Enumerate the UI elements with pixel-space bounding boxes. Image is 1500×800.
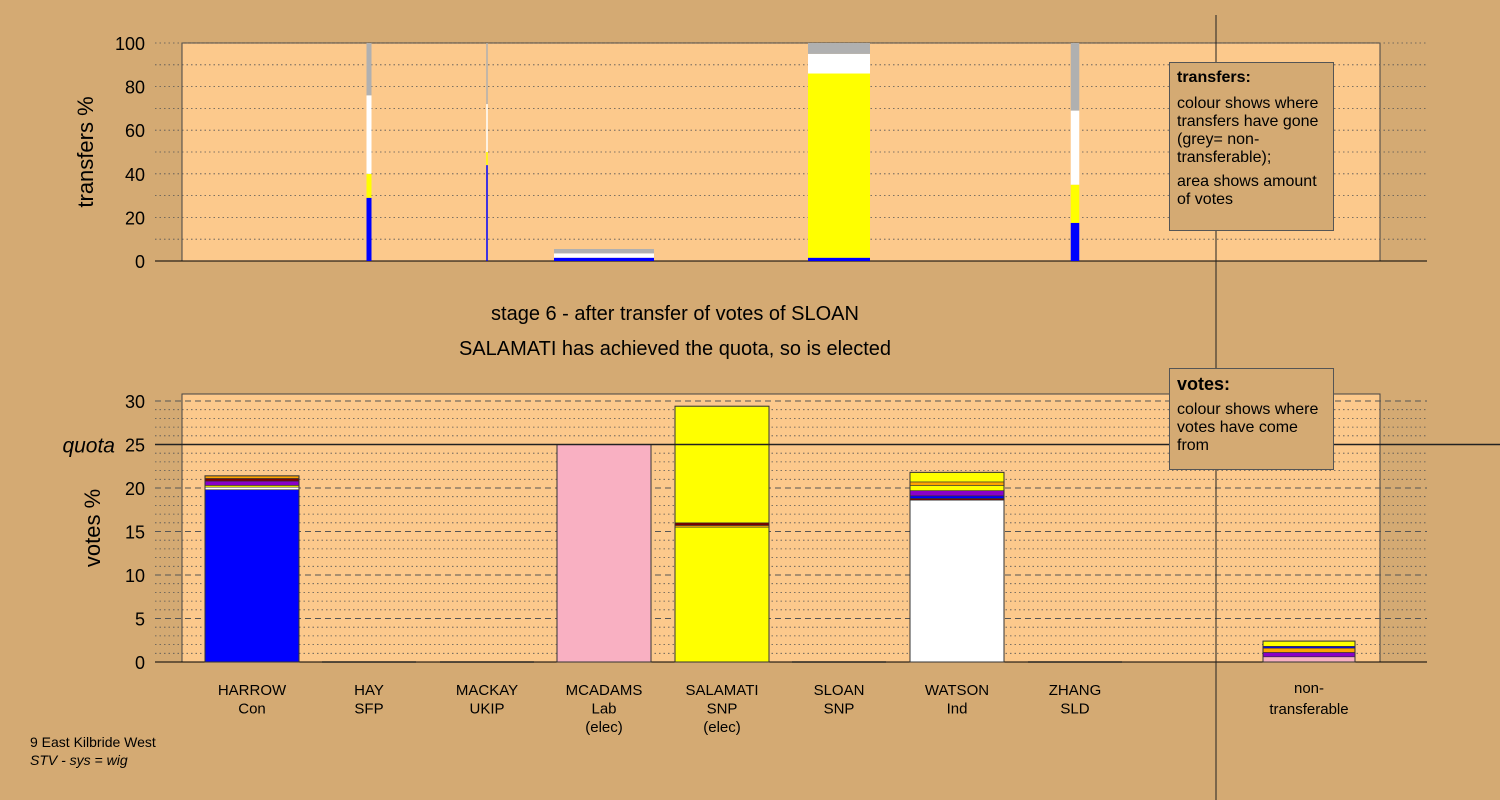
votes-legend: votes: colour shows where votes have com… — [1169, 368, 1334, 470]
votes-bar-segment — [909, 499, 1005, 663]
transfers-y-tick: 40 — [125, 165, 145, 185]
votes-bar-segment — [1262, 647, 1356, 653]
transfers-bar-segment — [486, 43, 488, 105]
votes-bar-segment — [909, 490, 1005, 497]
transfers-bar-segment — [366, 43, 372, 96]
votes-bar-segment — [1262, 640, 1356, 647]
candidate-label: SNP — [707, 701, 738, 718]
candidate-label: Lab — [591, 701, 616, 718]
candidate-label: ZHANG — [1049, 682, 1102, 699]
votes-bar-segment — [674, 405, 770, 524]
candidate-label: (elec) — [703, 719, 741, 736]
transfers-legend-text1: colour shows where transfers have gone (… — [1177, 95, 1319, 166]
votes-y-tick: 5 — [135, 610, 145, 630]
votes-bar-outline — [674, 405, 770, 663]
candidate-label: MCADAMS — [566, 682, 643, 699]
votes-bar-segment — [204, 489, 300, 663]
votes-bar-segment — [909, 481, 1005, 486]
transfers-bar-segment — [366, 95, 372, 174]
transfers-y-tick: 80 — [125, 78, 145, 98]
transfers-bar-segment — [808, 53, 870, 74]
votes-bar-segment — [204, 478, 300, 482]
votes-bar-outline — [909, 471, 1005, 663]
votes-y-label: votes % — [80, 489, 105, 567]
candidate-label: (elec) — [585, 719, 623, 736]
votes-bar-outline — [204, 475, 300, 663]
transfers-bar-segment — [486, 152, 488, 166]
candidate-label: HARROW — [218, 682, 287, 699]
candidate-label: SLOAN — [814, 682, 865, 699]
quota-label: quota — [62, 435, 115, 458]
candidate-label: SLD — [1060, 701, 1089, 718]
votes-y-tick: 0 — [135, 653, 145, 673]
transfers-bar-segment — [554, 253, 654, 258]
transfers-bar-segment — [1070, 110, 1080, 185]
votes-legend-text1: colour shows where votes have come from — [1177, 401, 1319, 454]
votes-legend-title: votes: — [1177, 374, 1231, 394]
votes-bar-segment — [909, 485, 1005, 491]
footer-system: STV - sys = wig — [30, 752, 128, 768]
transfers-bar-segment — [1070, 43, 1080, 111]
candidate-label: MACKAY — [456, 682, 518, 699]
transfers-bar-segment — [1070, 184, 1080, 223]
transfers-bar-segment — [1070, 222, 1080, 261]
transfers-legend: transfers: colour shows where transfers … — [1169, 62, 1334, 231]
candidate-label: Ind — [947, 701, 968, 718]
transfers-y-label: transfers % — [73, 96, 98, 207]
transfers-y-tick: 60 — [125, 121, 145, 141]
transfers-legend-title: transfers: — [1177, 69, 1251, 86]
candidate-label: SFP — [354, 701, 383, 718]
candidate-label: SNP — [824, 701, 855, 718]
candidate-label: SALAMATI — [685, 682, 758, 699]
nontransferable-label: non- — [1294, 680, 1324, 697]
transfers-y-tick: 100 — [115, 34, 145, 54]
votes-y-tick: 20 — [125, 479, 145, 499]
transfers-legend-text2: area shows amount of votes — [1177, 173, 1317, 208]
votes-bar-segment — [909, 495, 1005, 499]
votes-bar-segment — [556, 444, 652, 663]
votes-y-tick: 25 — [125, 436, 145, 456]
transfers-bar-segment — [486, 165, 488, 261]
transfers-bar-segment — [554, 249, 654, 254]
transfers-bar-segment — [366, 197, 372, 261]
transfers-y-tick: 0 — [135, 252, 145, 272]
votes-y-tick: 15 — [125, 523, 145, 543]
votes-y-tick: 10 — [125, 566, 145, 586]
footer-constituency: 9 East Kilbride West — [30, 734, 156, 750]
nontransferable-label: transferable — [1269, 701, 1348, 718]
stage-caption: stage 6 - after transfer of votes of SLO… — [491, 303, 859, 325]
result-caption: SALAMATI has achieved the quota, so is e… — [458, 338, 892, 360]
votes-bar-segment — [674, 522, 770, 526]
transfers-bar-segment — [808, 73, 870, 258]
votes-bar-segment — [1262, 652, 1356, 658]
votes-bar-segment — [909, 472, 1005, 483]
votes-bar-segment — [1262, 656, 1356, 663]
votes-bar-segment — [674, 526, 770, 663]
transfers-y-tick: 20 — [125, 208, 145, 228]
transfers-bar-segment — [486, 104, 488, 152]
votes-bar-outline — [1262, 640, 1356, 663]
transfers-bar-segment — [554, 257, 654, 261]
candidate-label: HAY — [354, 682, 384, 699]
votes-bar-segment — [204, 480, 300, 486]
votes-y-tick: 30 — [125, 392, 145, 412]
candidate-label: Con — [238, 701, 266, 718]
candidate-label: UKIP — [469, 701, 504, 718]
transfers-bar-segment — [808, 43, 870, 54]
candidate-label: WATSON — [925, 682, 989, 699]
transfers-bar-segment — [808, 257, 870, 261]
votes-bar-segment — [204, 486, 300, 491]
transfers-bar-segment — [366, 173, 372, 198]
